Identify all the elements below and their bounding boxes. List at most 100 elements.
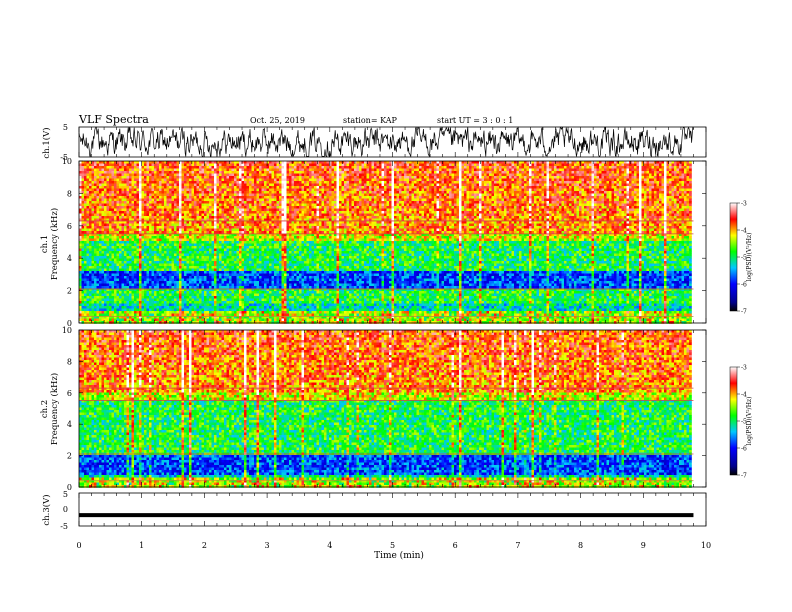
spectrogram-cell (209, 309, 212, 312)
spectrogram-cell (154, 194, 157, 197)
spectrogram-cell (139, 319, 142, 322)
spectrogram-cell (104, 249, 107, 252)
spectrogram-cell (209, 166, 212, 169)
spectrogram-cell (144, 269, 147, 272)
spectrogram-cell (124, 226, 127, 229)
spectrogram-cell (89, 214, 92, 217)
spectrogram-cell (172, 319, 175, 322)
spectrogram-cell (209, 274, 212, 277)
spectrogram-cell (119, 196, 122, 199)
spectrogram-cell (132, 294, 135, 297)
spectrogram-cell (122, 189, 125, 192)
spectrogram-cell (127, 239, 130, 242)
spectrogram-cell (142, 241, 145, 244)
spectrogram-cell (107, 241, 110, 244)
spectrogram-cell (179, 254, 182, 257)
spectrogram-cell (129, 304, 132, 307)
spectrogram-cell (79, 251, 82, 254)
spectrogram-cell (187, 279, 190, 282)
spectrogram-cell (167, 226, 170, 229)
spectrogram-cell (169, 271, 172, 274)
spectrogram-cell (162, 264, 165, 267)
spectrogram-cell (172, 201, 175, 204)
spectrogram-cell (187, 291, 190, 294)
spectrogram-cell (149, 229, 152, 232)
spectrogram-cell (192, 256, 195, 259)
spectrogram-cell (209, 299, 212, 302)
spectrogram-cell (172, 266, 175, 269)
spectrogram-cell (174, 199, 177, 202)
spectrogram-cell (89, 279, 92, 282)
spectrogram-cell (179, 189, 182, 192)
spectrogram-cell (202, 246, 205, 249)
spectrogram-cell (94, 264, 97, 267)
spectrogram-cell (129, 266, 132, 269)
spectrogram-cell (117, 184, 120, 187)
spectrogram-cell (142, 291, 145, 294)
spectrogram-cell (119, 236, 122, 239)
spectrogram-cell (104, 291, 107, 294)
spectrogram-cell (129, 189, 132, 192)
spectrogram-cell (147, 221, 150, 224)
spectrogram-cell (89, 209, 92, 212)
spectrogram-cell (119, 246, 122, 249)
spectrogram-cell (132, 226, 135, 229)
spectrogram-cell (182, 311, 185, 314)
spectrogram-cell (87, 204, 90, 207)
spectrogram-cell (214, 249, 217, 252)
spectrogram-cell (217, 176, 220, 179)
spectrogram-cell (207, 256, 210, 259)
spectrogram-cell (147, 211, 150, 214)
spectrogram-cell (164, 201, 167, 204)
spectrogram-cell (189, 196, 192, 199)
spectrogram-cell (147, 259, 150, 262)
spectrogram-cell (197, 311, 200, 314)
spectrogram-cell (164, 296, 167, 299)
spectrogram-cell (79, 226, 82, 229)
spectrogram-cell (212, 294, 215, 297)
spectrogram-cell (154, 216, 157, 219)
spectrogram-cell (82, 251, 85, 254)
spectrogram-cell (182, 186, 185, 189)
spectrogram-cell (139, 284, 142, 287)
spectrogram-cell (174, 206, 177, 209)
spectrogram-cell (174, 221, 177, 224)
spectrogram-cell (187, 214, 190, 217)
spectrogram-cell (147, 254, 150, 257)
spectrogram-cell (117, 199, 120, 202)
spectrogram-cell (209, 196, 212, 199)
spectrogram-cell (127, 284, 130, 287)
spectrogram-cell (177, 311, 180, 314)
spectrogram-cell (132, 264, 135, 267)
spectrogram-cell (182, 229, 185, 232)
spectrogram-cell (184, 216, 187, 219)
spectrogram-cell (87, 166, 90, 169)
spectrogram-cell (119, 291, 122, 294)
spectrogram-cell (124, 191, 127, 194)
spectrogram-cell (132, 241, 135, 244)
spectrogram-cell (214, 276, 217, 279)
spectrogram-cell (124, 281, 127, 284)
spectrogram-cell (104, 304, 107, 307)
spectrogram-cell (114, 286, 117, 289)
spectrogram-cell (144, 184, 147, 187)
spectrogram-cell (202, 181, 205, 184)
spectrogram-cell (184, 276, 187, 279)
spectrogram-cell (182, 259, 185, 262)
spectrogram-cell (114, 166, 117, 169)
spectrogram-cell (97, 199, 100, 202)
spectrogram-cell (142, 174, 145, 177)
spectrogram-cell (127, 309, 130, 312)
spectrogram-cell (82, 286, 85, 289)
spectrogram-cell (187, 256, 190, 259)
spectrogram-cell (162, 174, 165, 177)
spectrogram-cell (114, 281, 117, 284)
spectrogram-cell (217, 189, 220, 192)
spectrogram-cell (107, 251, 110, 254)
spectrogram-cell (197, 224, 200, 227)
spectrogram-cell (162, 274, 165, 277)
spectrogram-cell (89, 259, 92, 262)
spectrogram-cell (169, 236, 172, 239)
spectrogram-cell (174, 264, 177, 267)
spectrogram-cell (99, 216, 102, 219)
